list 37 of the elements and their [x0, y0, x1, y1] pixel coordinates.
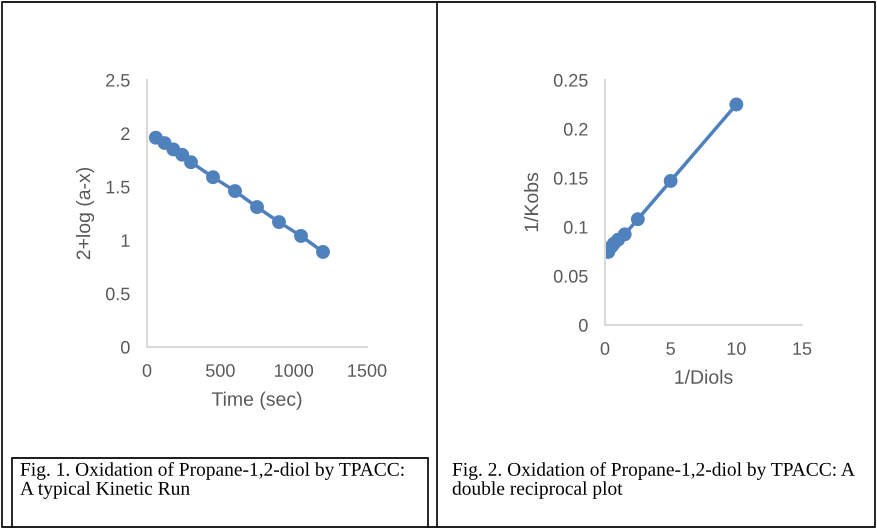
y-tick-label: 1.5 [106, 180, 130, 194]
y-tick-label: 0.05 [554, 270, 588, 283]
y-tick-label: 0.1 [564, 220, 588, 234]
point [294, 228, 308, 243]
x-tick-label: 1500 [348, 364, 386, 377]
y-tick-label: 1 [122, 234, 130, 247]
y-tick-label: 0.2 [564, 122, 588, 136]
point [630, 212, 645, 226]
point [664, 174, 678, 188]
point [272, 215, 286, 229]
y-tick-label: 2.5 [106, 74, 130, 87]
point [316, 245, 330, 259]
x-axis-title: Time (sec) [212, 392, 302, 410]
x-tick-label: 500 [206, 364, 235, 377]
x-tick-label: 0 [600, 342, 610, 355]
y-axis-title: 1/Kobs [524, 172, 538, 232]
point [228, 184, 242, 198]
x-tick-label: 10 [728, 342, 746, 355]
y-axis-title: 2+log (a-x) [76, 168, 94, 260]
point [250, 200, 264, 214]
x-tick-label: 15 [793, 342, 812, 355]
y-tick-label: 0.25 [554, 74, 588, 87]
point [206, 170, 220, 184]
caption: Fig. 1. Oxidation of Propane-1,2-diol by TPACC: A typical Kinetic Run [20, 462, 404, 499]
y-tick-label: 2 [121, 127, 130, 140]
y-tick-label: 0.15 [554, 172, 588, 185]
x-axis-title: 1/Diols [675, 370, 733, 384]
point [184, 155, 198, 170]
y-tick-label: 0 [579, 318, 588, 332]
x-tick-label: 0 [142, 364, 152, 377]
x-tick-label: 1000 [274, 364, 314, 377]
caption: Fig. 2. Oxidation of Propane-1,2-diol by TPACC: A double reciprocal plot [452, 462, 855, 499]
point [175, 148, 190, 162]
y-tick-label: 0.5 [106, 288, 130, 300]
point [618, 227, 632, 242]
point [729, 98, 744, 112]
x-tick-label: 5 [666, 342, 675, 355]
